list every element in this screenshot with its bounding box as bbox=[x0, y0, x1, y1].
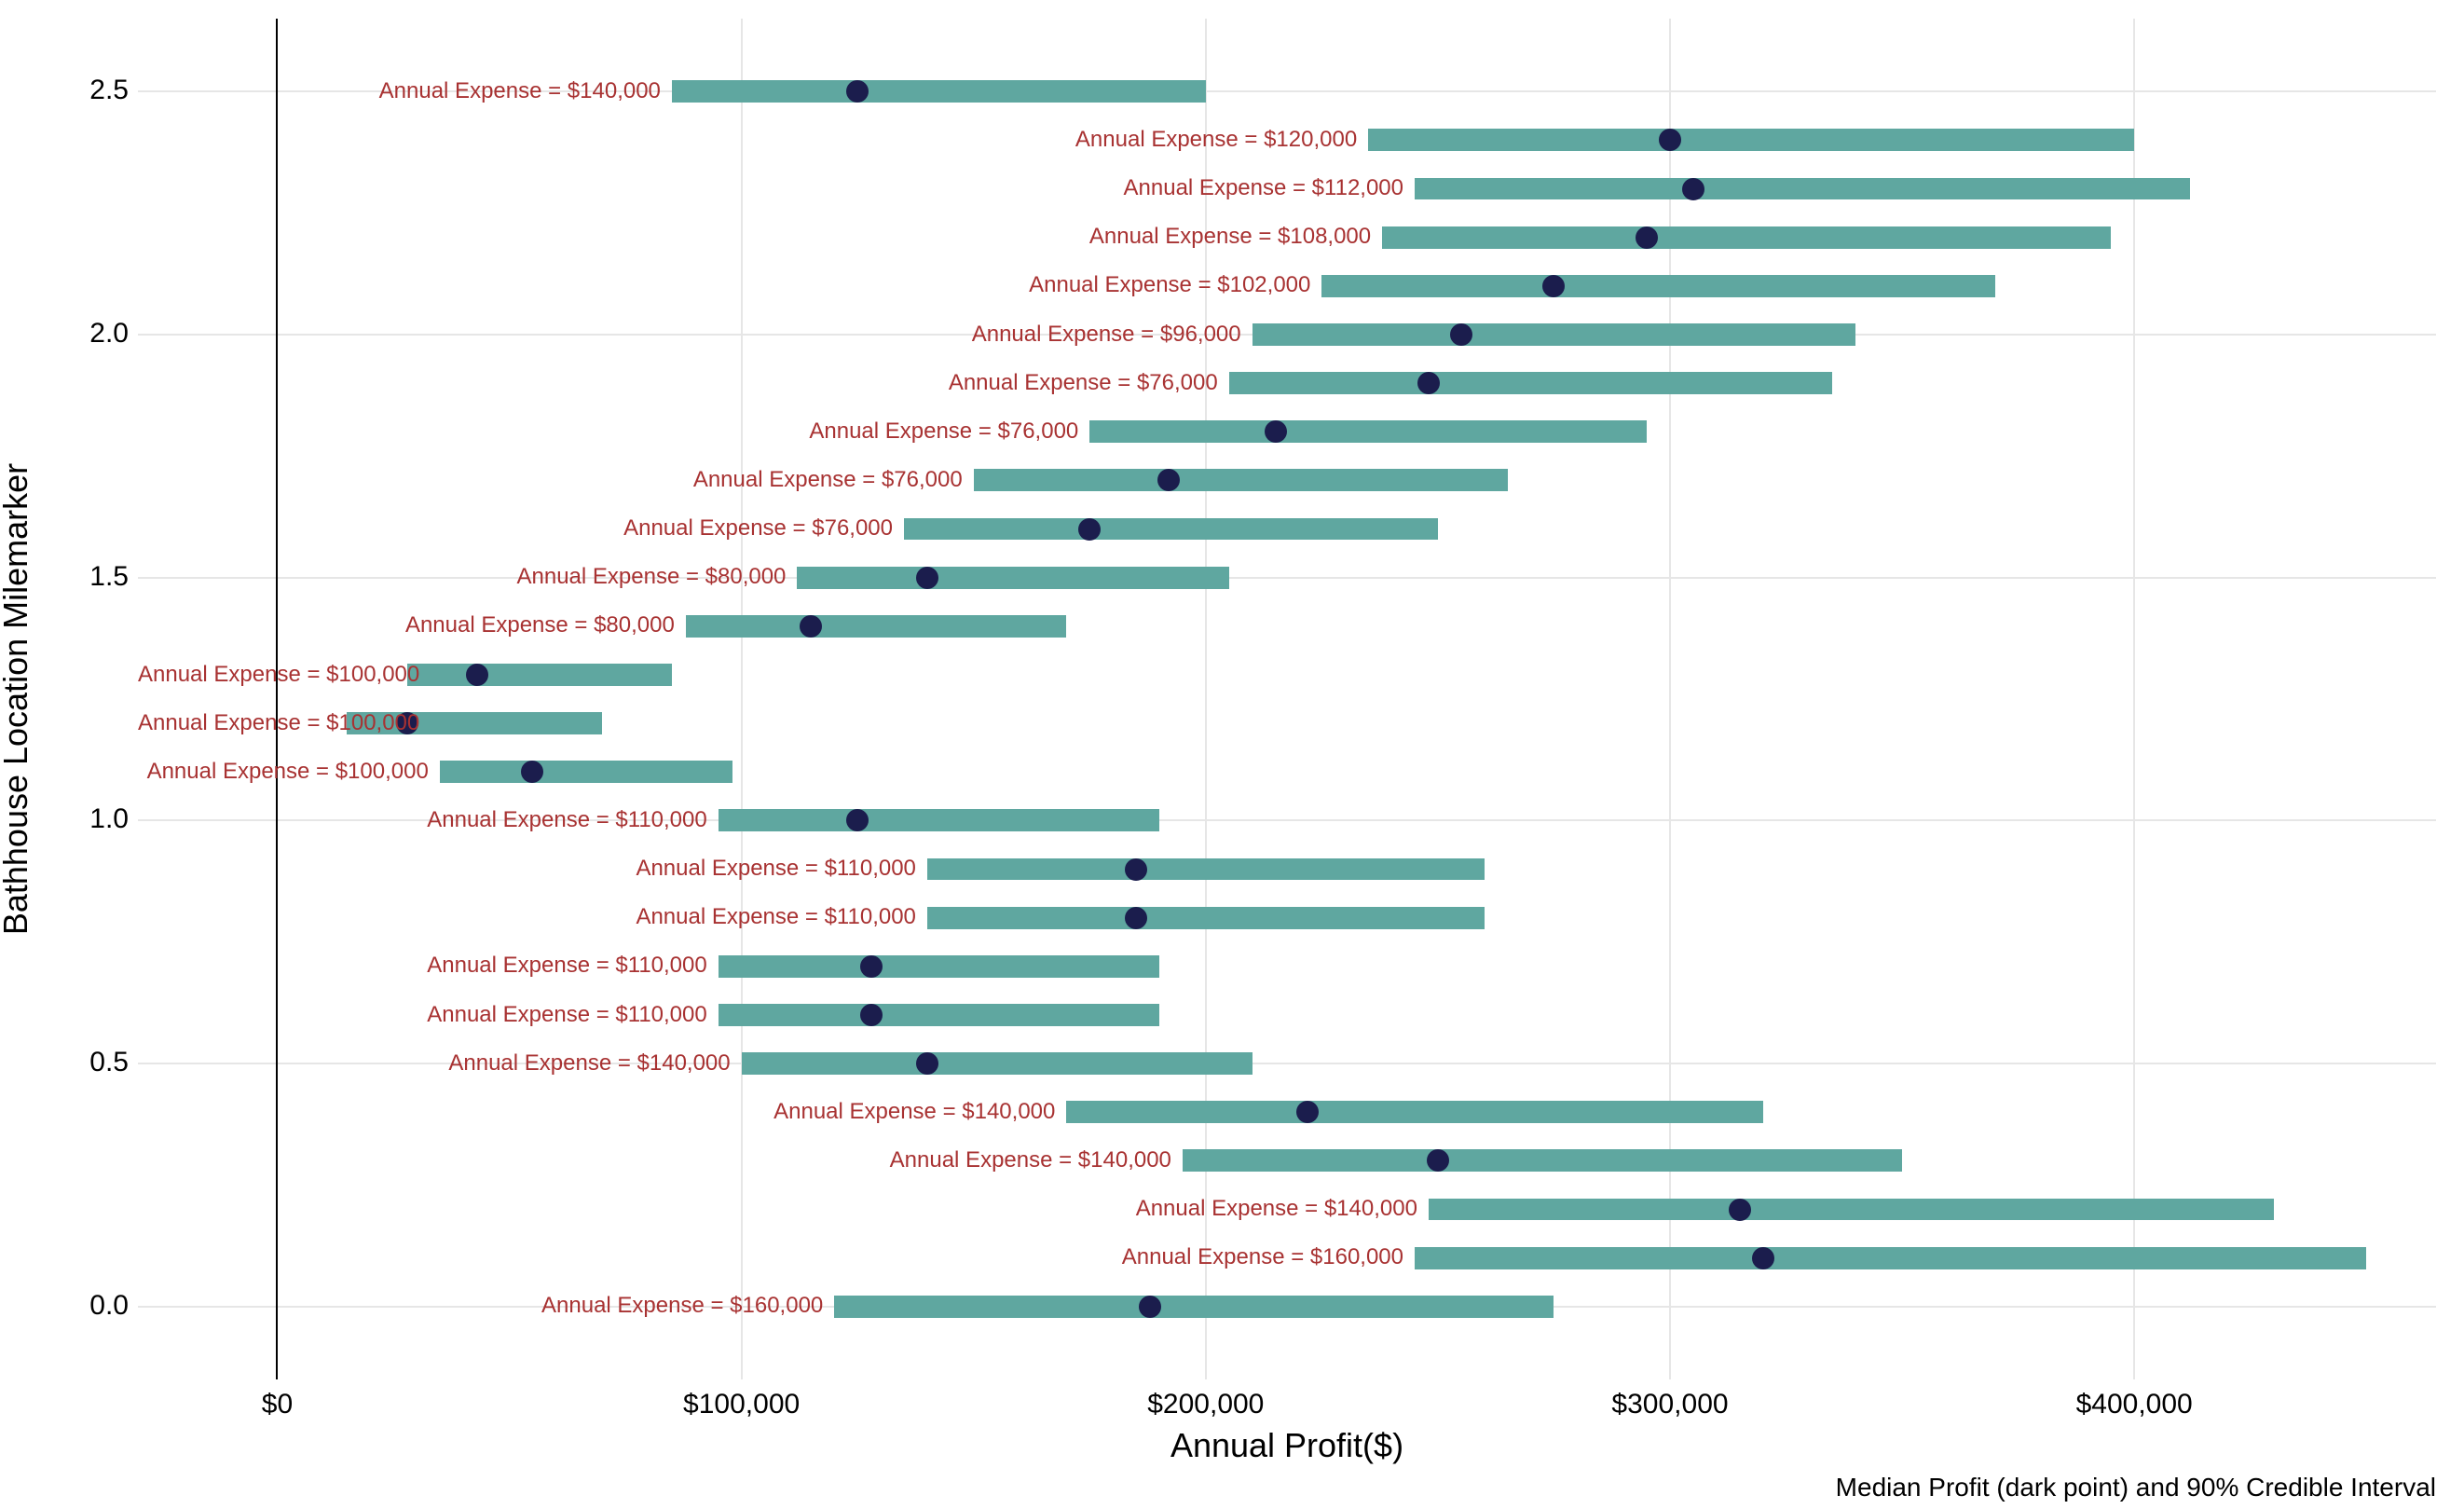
y-tick-label: 2.5 bbox=[73, 75, 129, 106]
median-point bbox=[1636, 226, 1658, 249]
median-point bbox=[1125, 907, 1147, 929]
credible-interval-bar bbox=[1382, 226, 2111, 249]
median-point bbox=[1125, 858, 1147, 881]
median-point bbox=[1752, 1247, 1774, 1269]
credible-interval-bar bbox=[742, 1052, 1253, 1075]
credible-interval-bar bbox=[719, 809, 1159, 831]
gridline-v bbox=[1669, 19, 1671, 1379]
expense-annotation: Annual Expense = $100,000 bbox=[138, 662, 396, 688]
x-tick-label: $200,000 bbox=[1147, 1389, 1264, 1420]
credible-interval-bar bbox=[904, 518, 1438, 541]
x-tick-label: $100,000 bbox=[683, 1389, 800, 1420]
expense-annotation: Annual Expense = $76,000 bbox=[138, 418, 1078, 445]
expense-annotation: Annual Expense = $76,000 bbox=[138, 467, 963, 493]
credible-interval-bar bbox=[1183, 1149, 1902, 1172]
expense-annotation: Annual Expense = $140,000 bbox=[138, 78, 661, 104]
expense-annotation: Annual Expense = $76,000 bbox=[138, 370, 1218, 396]
x-axis-title: Annual Profit($) bbox=[1170, 1426, 1403, 1465]
credible-interval-bar bbox=[1429, 1199, 2274, 1221]
expense-annotation: Annual Expense = $110,000 bbox=[138, 1002, 707, 1028]
y-tick-label: 1.5 bbox=[73, 561, 129, 593]
credible-interval-bar bbox=[440, 761, 732, 783]
median-point bbox=[1139, 1296, 1161, 1318]
median-point bbox=[1078, 518, 1101, 541]
x-tick-label: $300,000 bbox=[1611, 1389, 1728, 1420]
median-point bbox=[800, 615, 822, 638]
expense-annotation: Annual Expense = $160,000 bbox=[138, 1244, 1403, 1270]
credible-interval-bar bbox=[1415, 1247, 2366, 1269]
credible-interval-bar bbox=[1089, 420, 1647, 443]
credible-interval-bar bbox=[407, 664, 672, 686]
expense-annotation: Annual Expense = $140,000 bbox=[138, 1050, 731, 1077]
expense-annotation: Annual Expense = $76,000 bbox=[138, 515, 893, 542]
credible-interval-bar bbox=[719, 1004, 1159, 1026]
median-point bbox=[860, 1004, 883, 1026]
expense-annotation: Annual Expense = $100,000 bbox=[138, 710, 335, 736]
y-tick-label: 0.0 bbox=[73, 1290, 129, 1322]
median-point bbox=[916, 567, 938, 589]
x-tick-label: $400,000 bbox=[2076, 1389, 2193, 1420]
expense-annotation: Annual Expense = $110,000 bbox=[138, 953, 707, 979]
median-point bbox=[1729, 1199, 1751, 1221]
x-tick-label: $0 bbox=[262, 1389, 293, 1420]
credible-interval-bar bbox=[1321, 275, 1994, 297]
plot-area: Annual Expense = $160,000 Annual Expense … bbox=[138, 19, 2436, 1379]
credible-interval-bar bbox=[974, 469, 1508, 491]
median-point bbox=[466, 664, 488, 686]
credible-interval-bar bbox=[686, 615, 1067, 638]
expense-annotation: Annual Expense = $80,000 bbox=[138, 612, 675, 638]
expense-annotation: Annual Expense = $108,000 bbox=[138, 224, 1371, 250]
median-point bbox=[1682, 178, 1704, 200]
expense-annotation: Annual Expense = $140,000 bbox=[138, 1147, 1171, 1173]
expense-annotation: Annual Expense = $120,000 bbox=[138, 127, 1357, 153]
expense-annotation: Annual Expense = $110,000 bbox=[138, 807, 707, 833]
expense-annotation: Annual Expense = $112,000 bbox=[138, 175, 1403, 201]
credible-interval-bar bbox=[1066, 1101, 1762, 1123]
expense-annotation: Annual Expense = $100,000 bbox=[138, 759, 429, 785]
gridline-v bbox=[276, 19, 278, 1379]
expense-annotation: Annual Expense = $140,000 bbox=[138, 1196, 1417, 1222]
expense-annotation: Annual Expense = $160,000 bbox=[138, 1293, 823, 1319]
median-point bbox=[1450, 323, 1472, 346]
expense-annotation: Annual Expense = $80,000 bbox=[138, 564, 786, 590]
y-tick-label: 2.0 bbox=[73, 318, 129, 350]
expense-annotation: Annual Expense = $102,000 bbox=[138, 272, 1310, 298]
credible-interval-bar bbox=[834, 1296, 1554, 1318]
y-tick-label: 1.0 bbox=[73, 803, 129, 835]
gridline-v bbox=[741, 19, 743, 1379]
chart-caption: Median Profit (dark point) and 90% Credi… bbox=[1836, 1473, 2436, 1502]
credible-interval-bar bbox=[927, 907, 1485, 929]
y-tick-label: 0.5 bbox=[73, 1047, 129, 1078]
expense-annotation: Annual Expense = $110,000 bbox=[138, 856, 916, 882]
chart-container: Annual Expense = $160,000 Annual Expense … bbox=[0, 0, 2464, 1509]
credible-interval-bar bbox=[1415, 178, 2190, 200]
credible-interval-bar bbox=[1229, 372, 1833, 394]
gridline-v bbox=[2133, 19, 2135, 1379]
median-point bbox=[860, 955, 883, 978]
expense-annotation: Annual Expense = $96,000 bbox=[138, 322, 1241, 348]
credible-interval-bar bbox=[719, 955, 1159, 978]
credible-interval-bar bbox=[1253, 323, 1856, 346]
y-axis-title: Bathhouse Location Milemarker bbox=[0, 463, 35, 935]
credible-interval-bar bbox=[797, 567, 1228, 589]
credible-interval-bar bbox=[927, 858, 1485, 881]
median-point bbox=[1265, 420, 1287, 443]
credible-interval-bar bbox=[1368, 129, 2134, 151]
expense-annotation: Annual Expense = $110,000 bbox=[138, 904, 916, 930]
credible-interval-bar bbox=[672, 80, 1206, 103]
median-point bbox=[916, 1052, 938, 1075]
expense-annotation: Annual Expense = $140,000 bbox=[138, 1099, 1055, 1125]
gridline-v bbox=[1205, 19, 1207, 1379]
median-point bbox=[1417, 372, 1440, 394]
